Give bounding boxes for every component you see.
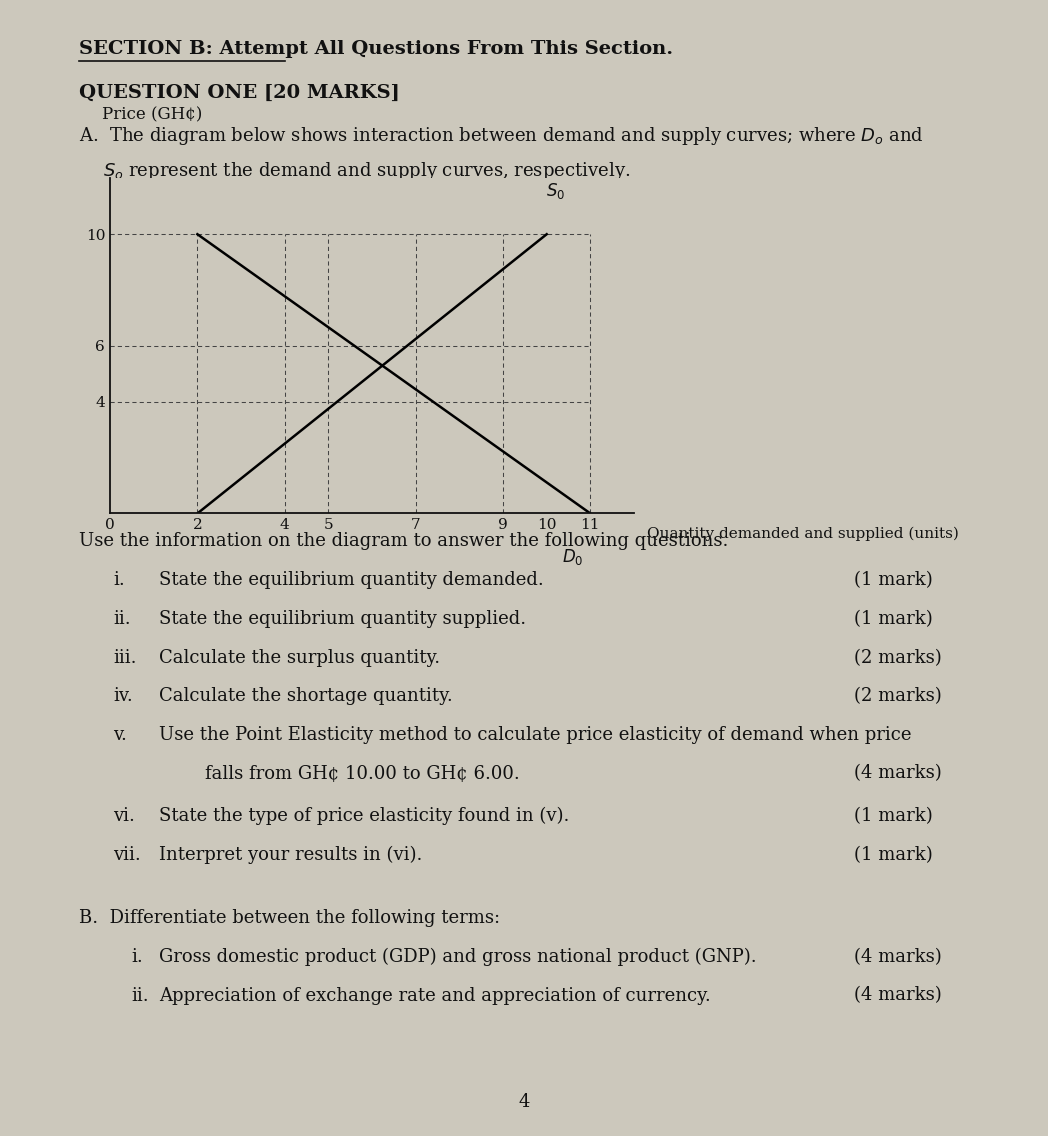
Text: Use the information on the diagram to answer the following questions.: Use the information on the diagram to an… <box>79 532 728 550</box>
Text: 4: 4 <box>519 1093 529 1111</box>
Text: Price (GH¢): Price (GH¢) <box>102 107 202 124</box>
Text: (1 mark): (1 mark) <box>854 807 933 825</box>
Text: $S_o$ represent the demand and supply curves, respectively.: $S_o$ represent the demand and supply cu… <box>103 160 630 182</box>
Text: Calculate the shortage quantity.: Calculate the shortage quantity. <box>159 687 453 705</box>
Text: vi.: vi. <box>113 807 135 825</box>
Text: (4 marks): (4 marks) <box>854 947 942 966</box>
Text: (2 marks): (2 marks) <box>854 687 942 705</box>
Text: SECTION B: Attempt All Questions From This Section.: SECTION B: Attempt All Questions From Th… <box>79 40 673 58</box>
Text: State the equilibrium quantity demanded.: State the equilibrium quantity demanded. <box>159 571 544 590</box>
Text: (1 mark): (1 mark) <box>854 845 933 863</box>
Text: v.: v. <box>113 726 127 744</box>
Text: (1 mark): (1 mark) <box>854 571 933 590</box>
Text: (4 marks): (4 marks) <box>854 986 942 1004</box>
Text: Quantity demanded and supplied (units): Quantity demanded and supplied (units) <box>647 527 959 542</box>
Text: iv.: iv. <box>113 687 133 705</box>
Text: Use the Point Elasticity method to calculate price elasticity of demand when pri: Use the Point Elasticity method to calcu… <box>159 726 912 744</box>
Text: Gross domestic product (GDP) and gross national product (GNP).: Gross domestic product (GDP) and gross n… <box>159 947 757 966</box>
Text: iii.: iii. <box>113 649 136 667</box>
Text: (1 mark): (1 mark) <box>854 610 933 628</box>
Text: i.: i. <box>131 947 143 966</box>
Text: QUESTION ONE [20 MARKS]: QUESTION ONE [20 MARKS] <box>79 84 399 102</box>
Text: B.  Differentiate between the following terms:: B. Differentiate between the following t… <box>79 909 500 927</box>
Text: falls from GH¢ 10.00 to GH¢ 6.00.: falls from GH¢ 10.00 to GH¢ 6.00. <box>159 765 520 783</box>
Text: Appreciation of exchange rate and appreciation of currency.: Appreciation of exchange rate and apprec… <box>159 986 711 1004</box>
Text: Interpret your results in (vi).: Interpret your results in (vi). <box>159 845 422 863</box>
Text: A.  The diagram below shows interaction between demand and supply curves; where : A. The diagram below shows interaction b… <box>79 125 923 147</box>
Text: State the equilibrium quantity supplied.: State the equilibrium quantity supplied. <box>159 610 526 628</box>
Text: $S_0$: $S_0$ <box>546 181 565 201</box>
Text: i.: i. <box>113 571 125 590</box>
Text: (4 marks): (4 marks) <box>854 765 942 783</box>
Text: State the type of price elasticity found in (v).: State the type of price elasticity found… <box>159 807 570 825</box>
Text: ii.: ii. <box>131 986 149 1004</box>
Text: ii.: ii. <box>113 610 131 628</box>
Text: Calculate the surplus quantity.: Calculate the surplus quantity. <box>159 649 440 667</box>
Text: (2 marks): (2 marks) <box>854 649 942 667</box>
Text: $D_0$: $D_0$ <box>562 546 584 567</box>
Text: vii.: vii. <box>113 845 140 863</box>
